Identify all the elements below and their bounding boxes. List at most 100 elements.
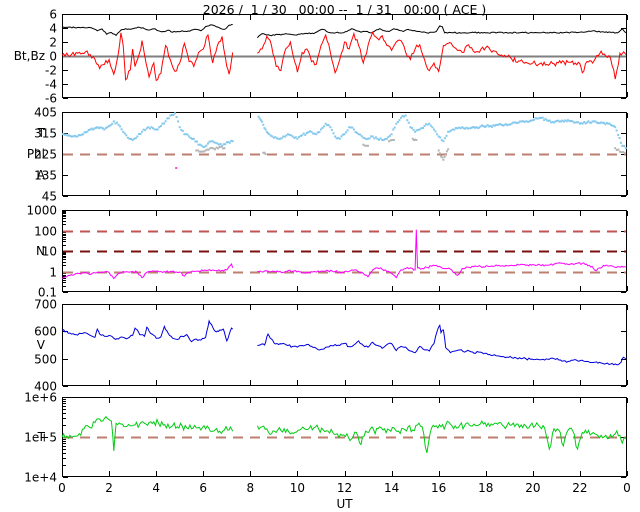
series-dot-phi [291,135,294,138]
series-dot-phi [258,117,261,120]
series-dot-phi [97,127,100,130]
series-dot-phi [263,127,266,130]
series-dot-phi-flagged [620,151,623,154]
series-dot-phi [205,144,208,147]
y-tick-label: 500 [34,353,57,367]
y-tick-label: 2 [49,36,57,50]
series-dot-phi [492,124,495,127]
series-dot-phi [443,137,446,140]
series-dot-phi-flagged [447,148,450,151]
series-dot-phi [102,127,104,130]
series-dot-phi [520,120,523,123]
series-dot-phi [264,128,267,131]
series-dot-phi [565,120,568,123]
series-dot-phi [219,143,222,145]
series-dot-phi [348,126,351,129]
series-dot-phi [360,135,363,138]
series-dot-phi [94,126,97,129]
x-tick-label: 0 [58,481,66,495]
series-dot-phi [271,135,274,138]
series-dot-phi-flagged [195,149,198,152]
series-dot-phi [122,130,125,133]
series-dot-phi [428,122,431,125]
series-dot-phi [265,130,268,133]
series-dot-phi [555,119,558,122]
x-tick-label: 6 [199,481,207,495]
series-dot-phi [618,137,621,139]
series-dot-phi [379,137,382,140]
series-dot-phi [282,135,285,138]
series-dot-phi [290,134,293,137]
series-n [62,263,234,280]
series-dot-phi [621,144,624,147]
series-dot-phi [92,128,95,131]
panel-t: 1e+6 1e+5 1e+4 T [24,391,628,485]
series-dot-phi-flagged [264,153,267,155]
x-tick-label: 20 [525,481,540,495]
series-dot-phi [393,126,396,129]
series-dot-phi [473,126,476,129]
x-tick-label: 8 [247,481,255,495]
y-tick-label: 100 [34,225,57,239]
series-dot-phi [133,137,136,140]
series-dot-phi [454,127,457,129]
panel-border [62,14,627,98]
series-dot-phi [459,127,462,130]
series-dot-phi [288,133,291,136]
series-dot-phi [533,118,536,121]
series-dot-phi [141,130,143,133]
series-dot-phi [202,146,205,148]
series-bz [257,30,627,80]
series-dot-phi [148,127,151,130]
series-dot-phi [451,128,454,131]
series-dot-phi [188,135,191,138]
series-dot-phi [167,117,170,120]
series-dot-phi [267,132,269,135]
series-dot-phi [359,133,362,136]
series-dot-phi-flagged [615,149,618,151]
y-tick-label: 1e+5 [24,431,57,445]
series-dot-phi-flagged [196,149,199,152]
panel-border [62,112,627,196]
series-dot-phi-flagged [414,138,417,141]
series-dot-phi [337,137,340,139]
y-tick-label: 1e+6 [24,391,57,405]
series-dot-phi [571,120,574,123]
series-dot-phi [414,130,417,133]
series-dot-phi-flagged [444,153,447,155]
series-dot-phi [612,125,615,128]
series-dot-phi [554,120,557,123]
series-dot-phi [269,134,272,137]
series-dot-phi [96,126,99,129]
series-dot-phi [475,126,478,129]
series-dot-phi [268,133,271,136]
y-tick-label: 1 [49,266,57,280]
series-dot-phi [312,132,315,135]
series-dot-phi [593,120,595,123]
panel-border [62,210,627,292]
series-dot-phi-flagged [392,139,395,141]
series-dot-phi [305,132,308,134]
series-dot-phi [90,127,93,130]
series-dot-phi [175,116,178,119]
series-dot-phi [406,119,409,122]
series-dot-phi [119,125,122,128]
series-dot-phi [147,126,150,129]
panel-ylabel-t: T [37,126,46,140]
series-dot-phi-flagged [199,150,202,153]
series-dot-phi [496,123,499,126]
series-dot-phi [604,123,607,126]
series-dot-phi [351,126,354,129]
series-dot-phi [299,135,302,137]
series-bz [62,32,234,82]
series-dot-phi [76,135,79,138]
y-tick-label: 0.1 [38,286,57,300]
series-dot-phi [456,127,459,130]
series-dot-phi [170,113,173,116]
series-dot-phi [540,116,543,119]
series-dot-phi [109,124,112,127]
series-dot-phi [536,117,539,120]
series-dot-phi [315,133,318,136]
series-dot-phi [89,128,92,131]
